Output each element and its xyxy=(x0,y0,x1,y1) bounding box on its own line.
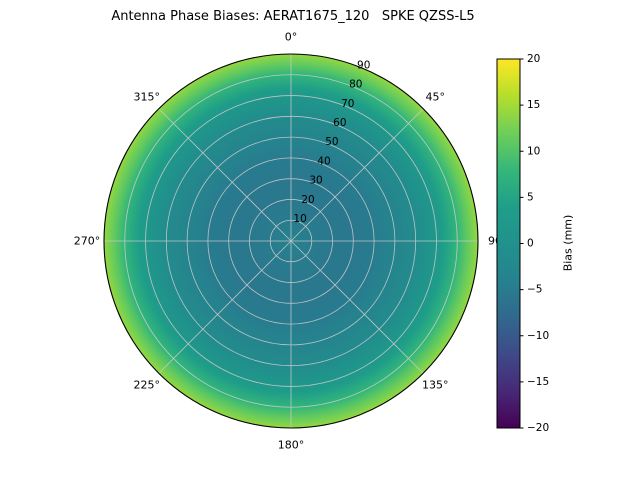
svg-text:0: 0 xyxy=(527,238,534,250)
colorbar-label: Bias (mm) xyxy=(561,214,575,272)
svg-text:−5: −5 xyxy=(527,284,542,296)
polar-grid xyxy=(104,54,478,428)
angular-tick-labels: 0° 45° 90 135° 180° 225° 270° 315° xyxy=(74,31,502,452)
svg-text:40: 40 xyxy=(317,155,330,167)
svg-text:15: 15 xyxy=(527,99,540,111)
svg-text:90: 90 xyxy=(357,59,370,71)
radial-tick-labels: 10 20 30 40 50 60 70 80 90 xyxy=(293,59,370,225)
svg-text:−20: −20 xyxy=(527,422,549,434)
svg-text:20: 20 xyxy=(301,194,314,206)
svg-text:70: 70 xyxy=(341,98,354,110)
svg-text:225°: 225° xyxy=(134,379,161,392)
svg-text:180°: 180° xyxy=(278,439,305,452)
svg-text:5: 5 xyxy=(527,191,534,203)
chart-title: Antenna Phase Biases: AERAT1675_120 SPKE… xyxy=(111,9,475,24)
svg-text:50: 50 xyxy=(325,136,338,148)
polar-spine xyxy=(103,53,479,429)
svg-text:270°: 270° xyxy=(74,235,101,248)
svg-text:−15: −15 xyxy=(527,376,549,388)
svg-text:80: 80 xyxy=(349,79,362,91)
svg-text:10: 10 xyxy=(527,145,540,157)
svg-text:30: 30 xyxy=(309,175,322,187)
svg-text:20: 20 xyxy=(527,53,540,65)
svg-text:315°: 315° xyxy=(134,90,161,103)
svg-text:0°: 0° xyxy=(285,31,298,44)
svg-text:10: 10 xyxy=(293,213,306,225)
svg-text:45°: 45° xyxy=(425,90,445,103)
svg-text:60: 60 xyxy=(333,117,346,129)
colorbar: 20 15 10 5 0 −5 −10 −15 −20 xyxy=(496,53,549,434)
colorbar-ticks: 20 15 10 5 0 −5 −10 −15 −20 xyxy=(520,53,549,434)
svg-text:−10: −10 xyxy=(527,330,549,342)
svg-text:135°: 135° xyxy=(422,379,449,392)
